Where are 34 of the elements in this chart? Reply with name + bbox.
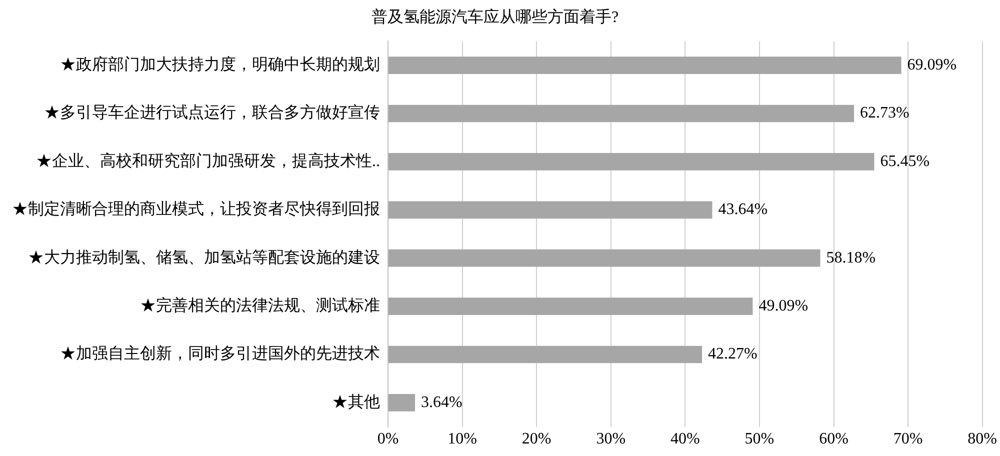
y-tick-label: ★制定清晰合理的商业模式，让投资者尽快得到回报 [12,200,380,218]
x-tick-label: 50% [744,430,774,448]
data-label: 49.09% [758,298,808,315]
x-tick-label: 40% [670,430,700,448]
bar [388,346,702,364]
x-tick-label: 80% [968,430,997,448]
data-label: 42.27% [708,346,758,363]
x-tick-label: 20% [522,430,552,448]
data-label: 43.64% [718,201,768,218]
x-tick-label: 0% [377,430,399,448]
data-label: 58.18% [826,249,876,266]
bar [388,298,753,315]
bar [388,201,712,219]
bar [388,394,416,412]
y-tick-label: ★完善相关的法律法规、测试标准 [140,296,380,315]
bar [388,153,874,170]
x-tick-label: 60% [819,430,848,448]
chart-title: 普及氢能源汽车应从哪些方面着手? [371,8,619,26]
data-label: 69.09% [907,56,957,74]
y-tick-label: ★加强自主创新，同时多引进国外的先进技术 [60,344,380,363]
bar [388,56,902,74]
bar [388,104,854,122]
bar [388,249,820,267]
data-label: 62.73% [860,104,910,122]
y-tick-label: ★政府部门加大扶持力度，明确中长期的规划 [60,56,380,74]
y-tick-label: ★多引导车企进行试点运行，联合多方做好宣传 [44,104,380,122]
y-tick-label: ★其他 [332,392,380,411]
y-tick-label: ★大力推动制氢、储氢、加氢站等配套设施的建设 [28,248,380,266]
x-tick-label: 70% [893,430,923,448]
x-tick-label: 10% [448,430,477,448]
y-tick-label: ★企业、高校和研究部门加强研发，提高技术性.. [36,152,380,170]
data-label: 65.45% [880,152,930,170]
x-tick-label: 30% [596,430,626,448]
data-label: 3.64% [421,394,462,411]
